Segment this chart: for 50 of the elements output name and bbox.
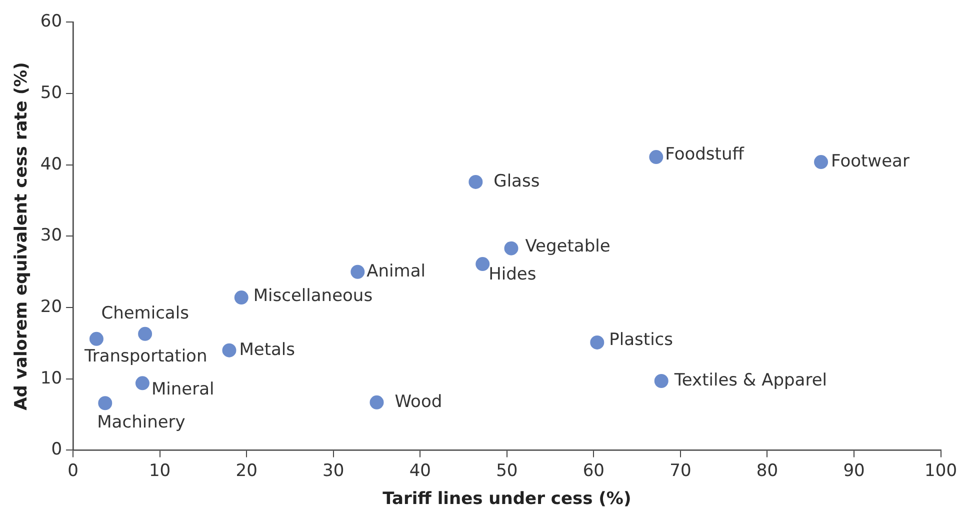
annotation: Metals	[239, 340, 296, 360]
annotation: Plastics	[609, 330, 674, 350]
annotation: Miscellaneous	[253, 286, 373, 306]
x-tick-label: 40	[409, 460, 431, 481]
point	[814, 155, 828, 170]
point	[138, 326, 152, 341]
y-tick-label: 10	[40, 368, 62, 388]
y-tick-label: 30	[40, 226, 62, 246]
point	[222, 343, 236, 358]
point	[649, 150, 664, 164]
point	[98, 396, 112, 410]
x-axis-title: Tariff lines under cess (%)	[382, 489, 632, 510]
x-tick-label: 50	[496, 460, 518, 481]
x-tick-label: 90	[843, 460, 865, 481]
point	[590, 335, 604, 350]
y-tick-label: 50	[40, 82, 62, 103]
point	[234, 290, 248, 305]
y-tick-label: 40	[40, 154, 62, 174]
annotation: Vegetable	[525, 236, 610, 257]
x-tick-label: 20	[236, 460, 258, 481]
annotation: Wood	[394, 392, 442, 412]
x-tick-label: 60	[582, 460, 604, 481]
annotation: Machinery	[97, 412, 186, 433]
x-tick-label: 0	[68, 460, 78, 481]
annotation: Transportation	[83, 346, 208, 366]
x-tick-label: 30	[322, 460, 344, 481]
point	[654, 374, 668, 388]
point	[350, 264, 365, 279]
x-tick-label: 10	[148, 460, 171, 481]
point	[468, 174, 483, 189]
annotation: Glass	[494, 171, 540, 192]
annotation: Textiles & Apparel	[673, 370, 828, 390]
annotation: Chemicals	[101, 303, 190, 324]
point	[504, 241, 518, 256]
annotation: Animal	[366, 261, 426, 282]
y-tick-label: 0	[51, 440, 62, 460]
annotation: Foodstuff	[665, 144, 746, 164]
point	[89, 332, 104, 346]
x-tick-label: 100	[924, 460, 958, 481]
point	[370, 395, 384, 410]
annotation: Footwear	[831, 151, 910, 172]
annotation: Mineral	[151, 380, 214, 400]
point	[135, 376, 150, 390]
y-tick-label: 60	[40, 12, 62, 32]
annotation: Hides	[488, 264, 536, 284]
x-tick-label: 70	[670, 460, 692, 481]
y-axis-title: Ad valorem equivalent cess rate (%)	[12, 62, 32, 410]
y-tick-label: 20	[40, 296, 62, 317]
point	[476, 257, 490, 272]
x-tick-label: 80	[756, 460, 778, 481]
